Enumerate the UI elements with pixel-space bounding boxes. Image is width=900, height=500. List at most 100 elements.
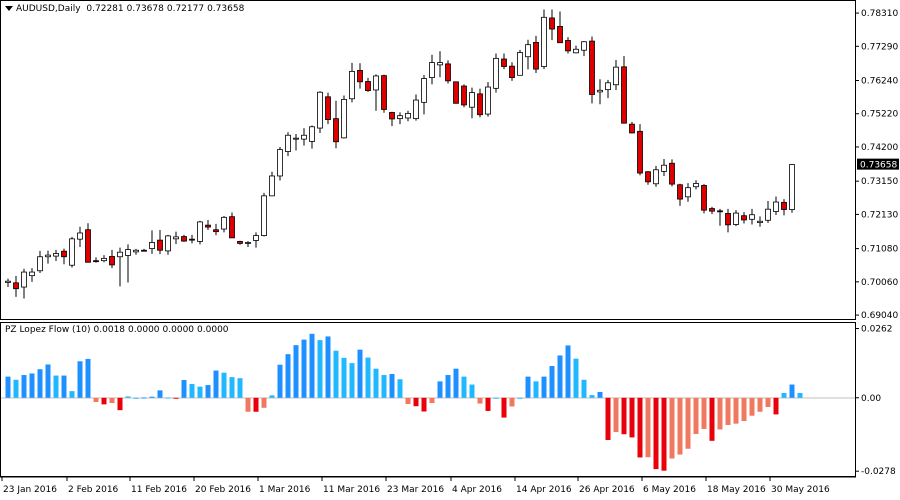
bullish-candle: [661, 159, 667, 176]
candle-body: [373, 75, 379, 91]
candle-body: [477, 93, 483, 116]
bearish-candle: [701, 184, 707, 214]
candle-body: [461, 85, 467, 106]
bearish-candle: [589, 36, 595, 104]
current-price-marker: 0.73658: [857, 158, 899, 171]
bearish-candle: [325, 92, 331, 125]
bearish-candle: [93, 257, 99, 263]
flow-tick-label: 0.0262: [861, 325, 893, 335]
candle-body: [749, 214, 755, 220]
candle-body: [533, 41, 539, 70]
bullish-candle: [581, 41, 587, 57]
flow-bar-positive: [589, 395, 595, 398]
bearish-candle: [741, 212, 747, 224]
dropdown-triangle-icon[interactable]: [5, 5, 13, 11]
flow-bar-negative: [757, 397, 763, 412]
candle-body: [205, 224, 211, 228]
flow-bar-negative: [93, 397, 99, 402]
candle-body: [421, 78, 427, 103]
bullish-candle: [397, 112, 403, 125]
bearish-candle: [677, 183, 683, 206]
flow-bar-negative: [669, 397, 675, 459]
candle-body: [549, 17, 555, 30]
flow-bar-positive: [453, 368, 459, 398]
bearish-candle: [557, 11, 563, 44]
flow-bar-positive: [29, 373, 35, 398]
lopez-flow-histogram: [5, 333, 803, 471]
bullish-candle: [437, 51, 443, 78]
indicator-value-3: 0.0000: [162, 325, 195, 335]
candle-body: [429, 62, 435, 78]
candle-body: [637, 130, 643, 174]
candle-body: [557, 26, 563, 44]
bullish-candle: [773, 196, 779, 216]
flow-bar-positive: [13, 379, 19, 398]
flow-bar-negative: [725, 397, 731, 425]
bearish-candle: [85, 223, 91, 263]
flow-bar-negative: [109, 397, 115, 404]
candle-body: [501, 58, 507, 67]
candle-body: [701, 185, 707, 211]
bearish-candle: [189, 234, 195, 244]
flow-bar-positive: [69, 391, 75, 398]
candle-body: [509, 65, 515, 78]
bullish-candle: [173, 231, 179, 245]
candle-body: [565, 40, 571, 52]
flow-bar-positive: [85, 358, 91, 398]
candle-body: [757, 220, 763, 223]
high-value: 0.73678: [126, 4, 164, 14]
candle-body: [405, 113, 411, 119]
bearish-candle: [357, 63, 363, 89]
bearish-candle: [477, 88, 483, 118]
candle-body: [413, 99, 419, 120]
bearish-candle: [621, 56, 627, 124]
flow-bar-negative: [677, 397, 683, 455]
bullish-candle: [77, 226, 83, 247]
bearish-candle: [13, 275, 19, 297]
bullish-candle: [525, 39, 531, 70]
candle-body: [589, 40, 595, 95]
candle-body: [365, 81, 371, 92]
flow-bar-positive: [445, 375, 451, 398]
flow-bar-positive: [309, 333, 315, 398]
flow-bar-negative: [685, 397, 691, 449]
bullish-candle: [605, 79, 611, 99]
flow-bar-positive: [789, 384, 795, 398]
bearish-candle: [709, 206, 715, 215]
bullish-candle: [613, 59, 619, 90]
bearish-candle: [453, 81, 459, 104]
price-tick-label: 0.70060: [861, 278, 898, 288]
candle-body: [397, 115, 403, 120]
flow-bar-positive: [149, 396, 155, 398]
flow-bar-negative: [709, 397, 715, 441]
candle-body: [5, 280, 11, 283]
candle-body: [37, 256, 43, 272]
time-tick-label: 14 Apr 2016: [516, 485, 572, 495]
flow-bar-positive: [581, 379, 587, 398]
bullish-candle: [405, 110, 411, 122]
candle-body: [245, 242, 251, 244]
candlestick-series: [5, 9, 795, 299]
candle-body: [269, 175, 275, 197]
candle-body: [109, 256, 115, 266]
bearish-candle: [461, 84, 467, 108]
bearish-candle: [381, 74, 387, 113]
flow-bar-positive: [213, 370, 219, 398]
flow-bar-positive: [61, 375, 67, 398]
time-tick-label: 23 Jan 2016: [3, 485, 57, 495]
flow-bar-positive: [165, 397, 171, 399]
flow-bar-positive: [21, 375, 27, 398]
bearish-candle: [141, 248, 147, 252]
bullish-candle: [469, 87, 475, 119]
candle-body: [29, 271, 35, 277]
bullish-candle: [341, 95, 347, 139]
flow-bar-positive: [37, 369, 43, 398]
flow-bar-positive: [133, 397, 139, 399]
open-value: 0.72281: [86, 4, 124, 14]
bullish-candle: [285, 132, 291, 157]
price-tick-label: 0.76240: [861, 77, 898, 87]
candle-body: [613, 66, 619, 86]
time-tick-label: 11 Mar 2016: [323, 485, 380, 495]
bearish-candle: [157, 230, 163, 255]
flow-bar-positive: [349, 363, 355, 398]
